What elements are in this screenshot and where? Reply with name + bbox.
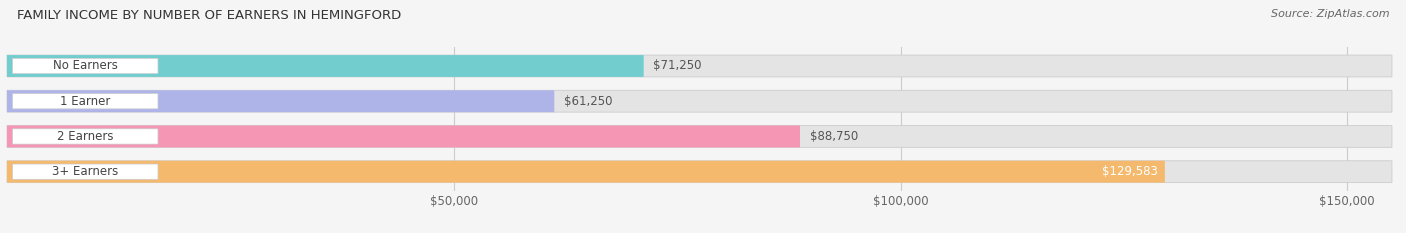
Text: 1 Earner: 1 Earner (60, 95, 111, 108)
FancyBboxPatch shape (7, 55, 644, 77)
Text: $88,750: $88,750 (810, 130, 858, 143)
Text: FAMILY INCOME BY NUMBER OF EARNERS IN HEMINGFORD: FAMILY INCOME BY NUMBER OF EARNERS IN HE… (17, 9, 401, 22)
FancyBboxPatch shape (7, 126, 1392, 147)
FancyBboxPatch shape (13, 164, 157, 179)
Text: 3+ Earners: 3+ Earners (52, 165, 118, 178)
FancyBboxPatch shape (13, 94, 157, 109)
FancyBboxPatch shape (7, 90, 1392, 112)
Text: 2 Earners: 2 Earners (58, 130, 114, 143)
FancyBboxPatch shape (7, 126, 800, 147)
Text: $61,250: $61,250 (564, 95, 613, 108)
Text: No Earners: No Earners (53, 59, 118, 72)
FancyBboxPatch shape (7, 161, 1164, 183)
FancyBboxPatch shape (7, 90, 554, 112)
Text: $129,583: $129,583 (1102, 165, 1159, 178)
Text: Source: ZipAtlas.com: Source: ZipAtlas.com (1271, 9, 1389, 19)
FancyBboxPatch shape (7, 55, 1392, 77)
FancyBboxPatch shape (13, 58, 157, 74)
FancyBboxPatch shape (13, 129, 157, 144)
Text: $71,250: $71,250 (654, 59, 702, 72)
FancyBboxPatch shape (7, 161, 1392, 183)
